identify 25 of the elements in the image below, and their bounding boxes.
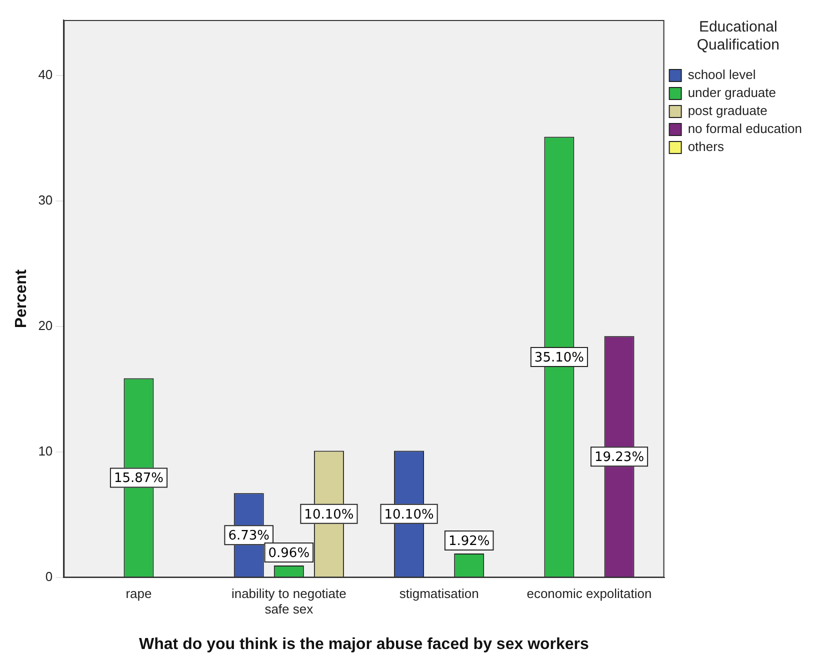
data-label: 15.87%: [114, 471, 164, 486]
x-axis-title: What do you think is the major abuse faced by sex workers: [139, 636, 590, 653]
x-tick-label: economic expolitation: [526, 586, 652, 601]
legend-label: school level: [688, 67, 756, 82]
y-tick-label: 20: [38, 318, 53, 334]
x-tick-label: rape: [126, 586, 152, 601]
y-tick-label: 40: [38, 66, 53, 82]
y-tick-label: 10: [38, 444, 53, 459]
data-label: 0.96%: [268, 546, 310, 561]
data-label: 1.92%: [448, 534, 490, 549]
data-label: 10.10%: [384, 507, 434, 522]
y-axis-title: Percent: [13, 268, 30, 328]
legend-label: no formal education: [688, 121, 802, 136]
y-tick-label: 30: [38, 192, 53, 208]
legend-label: under graduate: [688, 85, 776, 100]
x-tick-label: inability to negotiate safe sex: [231, 586, 346, 617]
legend-label: others: [688, 139, 724, 154]
data-label: 19.23%: [594, 450, 644, 465]
x-tick-label: stigmatisation: [399, 586, 479, 601]
data-label: 35.10%: [534, 350, 584, 366]
data-label: 6.73%: [228, 528, 270, 544]
legend-label: post graduate: [688, 103, 768, 118]
data-label: 10.10%: [304, 507, 354, 522]
legend-title: Educational Qualification: [696, 18, 780, 54]
y-tick-label: 0: [45, 569, 53, 584]
